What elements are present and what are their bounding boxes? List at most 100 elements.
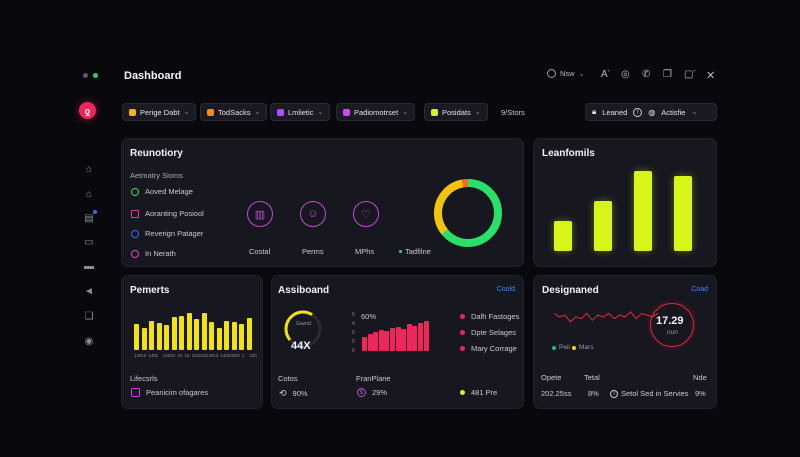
legend-dot [460,314,465,319]
panel-link[interactable]: Coad [691,286,708,293]
list-item-label: Aoranting Posiool [145,209,204,218]
info-icon: i [610,389,618,398]
filter-swatch [343,108,350,116]
legend-label: Tadfilne [405,247,431,256]
filter-label: Padiomotrset [354,107,399,117]
yellow-bar [171,317,177,350]
tick-label: 1 [155,353,159,358]
status-dot-gray [83,73,88,78]
user-menu[interactable]: 🔒︎ Leaned ! ◍ Actisfie ⌄ [585,103,717,121]
red-bar [390,328,395,351]
big-metric-caption: nun [667,329,678,336]
view-selector[interactable]: Nsw ⌄ [547,69,584,78]
red-bar [373,332,379,351]
legend-dot [572,345,576,350]
user-label: Leaned [602,107,628,117]
close-icon[interactable]: ✕ [706,70,716,82]
green-bar [634,171,652,251]
view-label: Nsw [560,69,575,78]
shield-icon[interactable]: ◎ [621,69,630,80]
list-item-label: Reverign Patager [145,229,204,238]
stat-item: $ 29% [357,388,387,397]
tick-label: 140 [148,353,156,358]
tick-label: 140 [134,353,142,358]
filter-pill-2[interactable]: TodSacks ⌄ [200,103,268,121]
filter-label: Posidats [442,107,471,117]
target-icon[interactable]: ◉ [84,336,94,347]
red-bar [418,323,423,351]
red-bar [378,330,384,351]
list-item[interactable]: Aoranting Posiool [131,209,204,218]
filter-pill-4[interactable]: Padiomotrset ⌄ [336,103,416,121]
donut-segment-yellow [434,179,502,247]
window-controls [83,73,98,78]
tick-label: 140 [198,353,207,358]
gauge-caption: Gasnd [296,321,311,327]
face-icon[interactable]: ☺ [300,201,326,227]
legend-dot [460,346,465,351]
files-icon[interactable]: ❏ [84,311,94,322]
megaphone-icon[interactable]: ◄ [84,286,94,297]
legend-label: Mars [579,344,594,351]
filter-pill-1[interactable]: Perige Dabt ⌄ [122,103,197,121]
footer-item[interactable]: Peanicim ofagares [131,388,208,397]
chart-value: 60% [361,312,377,321]
tick-label: 1 [242,353,245,358]
chart-icon[interactable]: ▥ [247,201,273,227]
list-item[interactable]: Aoved Melage [131,187,193,196]
legend-item: Mars [572,344,593,351]
filters-extra[interactable]: 9/Stors [501,108,525,117]
red-bar [395,327,401,351]
yellow-bar [134,324,139,350]
green-bar [554,221,572,251]
camera-icon[interactable]: ▭ [84,237,94,248]
panel-link[interactable]: Coold [496,286,515,293]
yellow-bar [216,328,222,350]
footer-value: Peanicim ofagares [146,388,209,397]
pemerts-panel: Pemerts 140 10 140 1 140 10 10 15 140 140 140 13 140… [121,275,263,409]
red-bar [412,326,418,351]
tick-label: 0 [352,348,355,354]
filter-pill-5[interactable]: Posidats ⌄ [424,103,488,121]
yellow-bar [209,322,214,350]
yellow-bar [201,313,207,350]
panel-title: Pemerts [130,285,170,296]
filter-swatch [431,108,438,116]
copy-icon[interactable]: ❐ [663,69,672,80]
tick-label: 0 [352,330,355,336]
filter-label: Perige Dabt [140,107,180,117]
check-icon [131,187,139,196]
legend-dot [399,250,402,253]
stat-item: 481 Pre [460,388,497,397]
inbox-icon[interactable]: ▤ [83,210,97,225]
phone-icon[interactable]: ✆ [642,69,651,80]
list-item[interactable]: Reverign Patager [131,229,203,238]
status-dot-green [93,73,98,78]
panel-title: Leanfomils [542,148,595,159]
home-icon[interactable]: ⌂ [85,164,93,175]
app-logo[interactable]: ƍ [79,102,96,119]
red-bar [362,337,367,351]
page-title: Dashboard [124,70,182,82]
font-icon[interactable]: A• [601,69,610,80]
donut-chart [434,179,502,247]
person-icon [131,388,140,397]
filter-pill-3[interactable]: Lmlietic ⌄ [270,103,331,121]
filter-swatch [207,108,214,116]
gauge-arc [284,310,322,348]
building-icon[interactable]: ⌂ [85,189,93,200]
red-bar [367,334,373,351]
yellow-bar [141,328,147,350]
notification-icon[interactable]: ▢• [684,69,696,80]
heart-icon[interactable]: ♡ [353,201,379,227]
filter-swatch [277,108,284,116]
gauge-value: 44X [291,340,311,352]
tick-label: 0 [352,339,355,345]
panel-subtitle: Aetmatry Sioms [130,171,183,180]
help-icon: ! [633,107,643,117]
card-icon[interactable]: ▬ [84,261,94,272]
legend-item: Peil [552,344,570,351]
panel-title: Reunotiory [130,148,183,159]
tick-label: 6 [352,312,355,318]
list-item[interactable]: In Nerath [131,249,176,258]
